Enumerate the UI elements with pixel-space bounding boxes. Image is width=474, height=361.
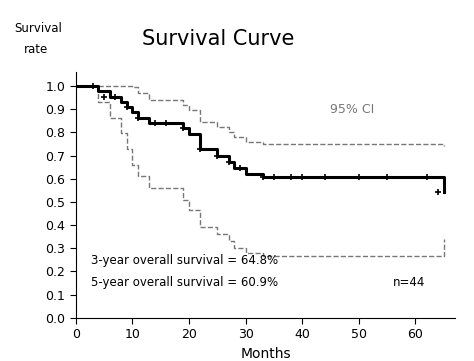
Text: n=44: n=44 — [393, 276, 426, 289]
Text: rate: rate — [24, 43, 48, 56]
Text: 95% CI: 95% CI — [330, 103, 374, 116]
Text: Survival: Survival — [14, 22, 62, 35]
Text: 5-year overall survival = 60.9%: 5-year overall survival = 60.9% — [91, 276, 278, 289]
X-axis label: Months: Months — [240, 347, 291, 361]
Text: 3-year overall survival = 64.8%: 3-year overall survival = 64.8% — [91, 254, 278, 267]
Text: Survival Curve: Survival Curve — [142, 29, 294, 49]
